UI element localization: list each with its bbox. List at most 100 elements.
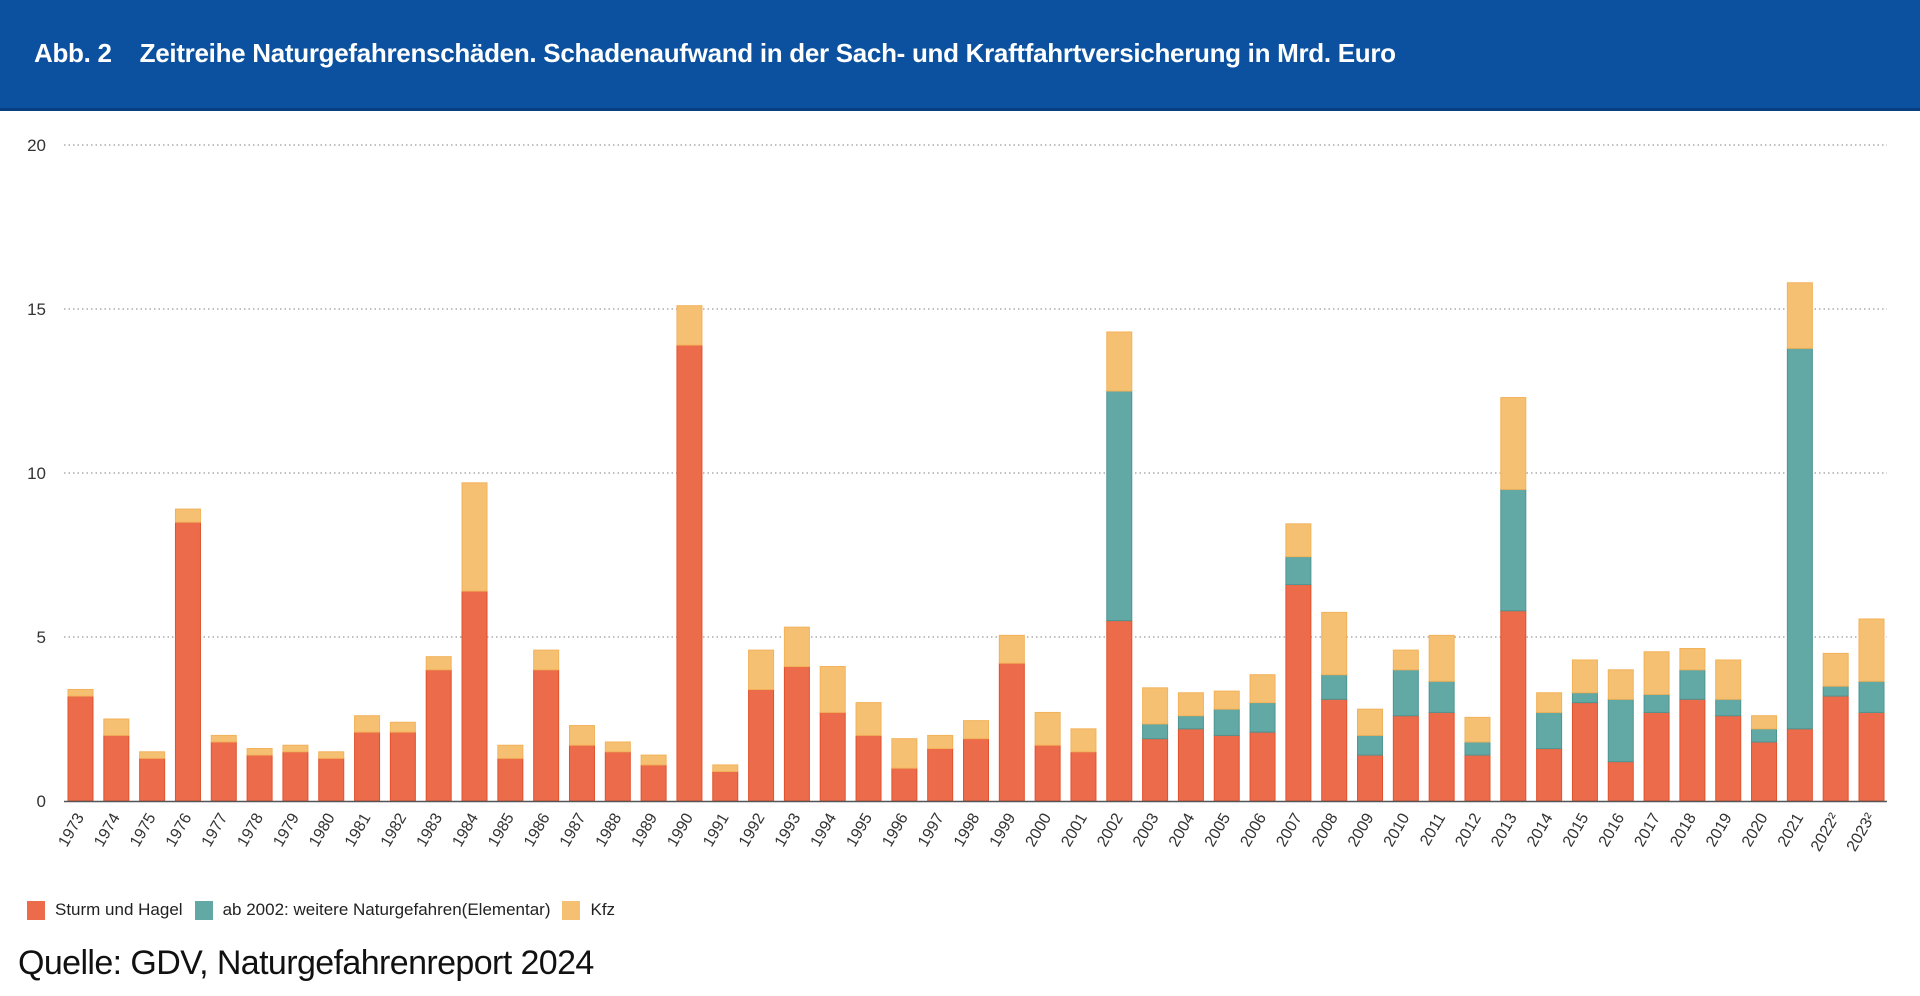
bar-segment-sturm-hagel xyxy=(1285,584,1312,802)
bar-segment-kfz xyxy=(246,748,273,756)
bar-stack xyxy=(210,734,237,802)
bar-segment-kfz xyxy=(1213,690,1240,710)
bar-segment-elementar xyxy=(1571,692,1598,704)
bar-segment-kfz xyxy=(1249,674,1276,704)
x-tick-label: 2022² xyxy=(1808,810,1844,855)
bar-segment-sturm-hagel xyxy=(1715,715,1742,802)
x-tick-label: 2015 xyxy=(1560,810,1593,849)
bar-segment-elementar xyxy=(1715,698,1742,717)
bar-segment-sturm-hagel xyxy=(1607,761,1634,802)
bar-segment-sturm-hagel xyxy=(210,741,237,802)
bar-segment-sturm-hagel xyxy=(1321,698,1348,802)
bar-segment-sturm-hagel xyxy=(1428,711,1455,802)
x-tick-label: 2000 xyxy=(1023,810,1056,849)
bar-segment-elementar xyxy=(1500,488,1527,612)
bar-segment-kfz xyxy=(1607,669,1634,700)
bar-segment-elementar xyxy=(1679,669,1706,700)
bar-segment-kfz xyxy=(318,751,345,759)
bar-segment-kfz xyxy=(819,666,846,713)
bar-segment-sturm-hagel xyxy=(1751,741,1778,802)
bar-segment-sturm-hagel xyxy=(533,669,560,802)
bar-segment-elementar xyxy=(1643,693,1670,713)
bar-stack xyxy=(318,751,345,802)
bar-segment-kfz xyxy=(963,720,989,740)
bar-segment-kfz xyxy=(604,741,631,753)
y-tick-label: 10 xyxy=(27,464,46,483)
bar-segment-kfz xyxy=(783,626,810,668)
x-tick-label: 1975 xyxy=(127,810,160,849)
legend: Sturm und Hagel ab 2002: weitere Naturge… xyxy=(27,900,627,920)
x-tick-label: 2013 xyxy=(1488,810,1521,849)
bar-stack xyxy=(103,718,130,802)
bar-stack xyxy=(1392,649,1419,802)
bar-segment-kfz xyxy=(1357,708,1384,736)
bar-segment-kfz xyxy=(497,744,524,759)
bar-segment-elementar xyxy=(1536,711,1563,750)
bar-stack xyxy=(640,754,667,802)
x-tick-label: 1988 xyxy=(593,810,626,849)
bar-segment-sturm-hagel xyxy=(1858,711,1885,802)
x-tick-label: 1974 xyxy=(91,810,124,849)
x-tick-label: 1990 xyxy=(664,810,697,849)
bar-segment-elementar xyxy=(1607,698,1634,763)
x-tick-label: 2003 xyxy=(1130,810,1163,849)
bar-segment-sturm-hagel xyxy=(1643,711,1670,802)
x-tick-label: 1982 xyxy=(378,810,411,849)
source-note: Quelle: GDV, Naturgefahrenreport 2024 xyxy=(18,944,594,982)
bar-segment-sturm-hagel xyxy=(246,754,273,802)
bar-segment-sturm-hagel xyxy=(425,669,452,802)
bar-segment-sturm-hagel xyxy=(103,734,130,802)
bar-segment-sturm-hagel xyxy=(1571,702,1598,802)
bar-segment-kfz xyxy=(139,751,166,759)
bar-segment-kfz xyxy=(1822,652,1849,687)
bar-segment-kfz xyxy=(891,738,918,769)
x-tick-label: 2018 xyxy=(1667,810,1700,849)
bar-stack xyxy=(1643,651,1670,802)
bar-segment-elementar xyxy=(1177,715,1204,730)
bar-segment-elementar xyxy=(1285,556,1312,586)
bar-stack xyxy=(927,734,954,802)
bar-segment-elementar xyxy=(1142,723,1169,740)
bar-segment-sturm-hagel xyxy=(568,744,595,802)
bar-segment-kfz xyxy=(1571,659,1598,694)
bar-stack xyxy=(389,721,416,802)
bar-stack xyxy=(855,702,882,802)
bar-segment-sturm-hagel xyxy=(604,751,631,802)
bar-segment-kfz xyxy=(354,715,381,733)
x-tick-label: 2002 xyxy=(1094,810,1127,849)
bar-stack xyxy=(246,748,273,802)
bar-stack xyxy=(1034,711,1061,802)
x-tick-label: 1979 xyxy=(270,810,303,849)
y-tick-label: 0 xyxy=(37,792,46,811)
bar-stack xyxy=(712,764,739,802)
x-tick-label: 1985 xyxy=(485,810,518,849)
bar-stack xyxy=(174,508,201,802)
x-tick-label: 2007 xyxy=(1273,810,1306,849)
bar-segment-sturm-hagel xyxy=(1392,715,1419,802)
bar-segment-elementar xyxy=(1751,728,1778,743)
bar-segment-kfz xyxy=(1715,659,1742,700)
bar-segment-kfz xyxy=(998,634,1025,664)
bar-segment-sturm-hagel xyxy=(389,731,416,802)
bar-segment-kfz xyxy=(712,764,739,772)
bar-segment-kfz xyxy=(748,649,775,690)
bar-segment-kfz xyxy=(103,718,130,736)
bar-segment-kfz xyxy=(927,734,954,750)
bar-segment-sturm-hagel xyxy=(282,751,309,802)
bar-segment-sturm-hagel xyxy=(963,738,989,802)
legend-swatch-kfz xyxy=(562,900,581,920)
x-tick-label: 2006 xyxy=(1238,810,1271,849)
bar-segment-sturm-hagel xyxy=(748,688,775,802)
bar-segment-elementar xyxy=(1249,702,1276,733)
bar-stack xyxy=(1249,674,1276,802)
bar-stack xyxy=(1070,728,1097,802)
bar-segment-kfz xyxy=(568,725,595,746)
bar-stack xyxy=(676,305,703,802)
bar-segment-kfz xyxy=(282,744,309,753)
x-tick-label: 2012 xyxy=(1452,810,1485,849)
x-tick-label: 1993 xyxy=(772,810,805,849)
figure-label: Abb. 2 xyxy=(34,38,112,68)
bar-stack xyxy=(1571,659,1598,802)
bar-segment-kfz xyxy=(1536,692,1563,713)
bar-segment-sturm-hagel xyxy=(1142,738,1169,802)
